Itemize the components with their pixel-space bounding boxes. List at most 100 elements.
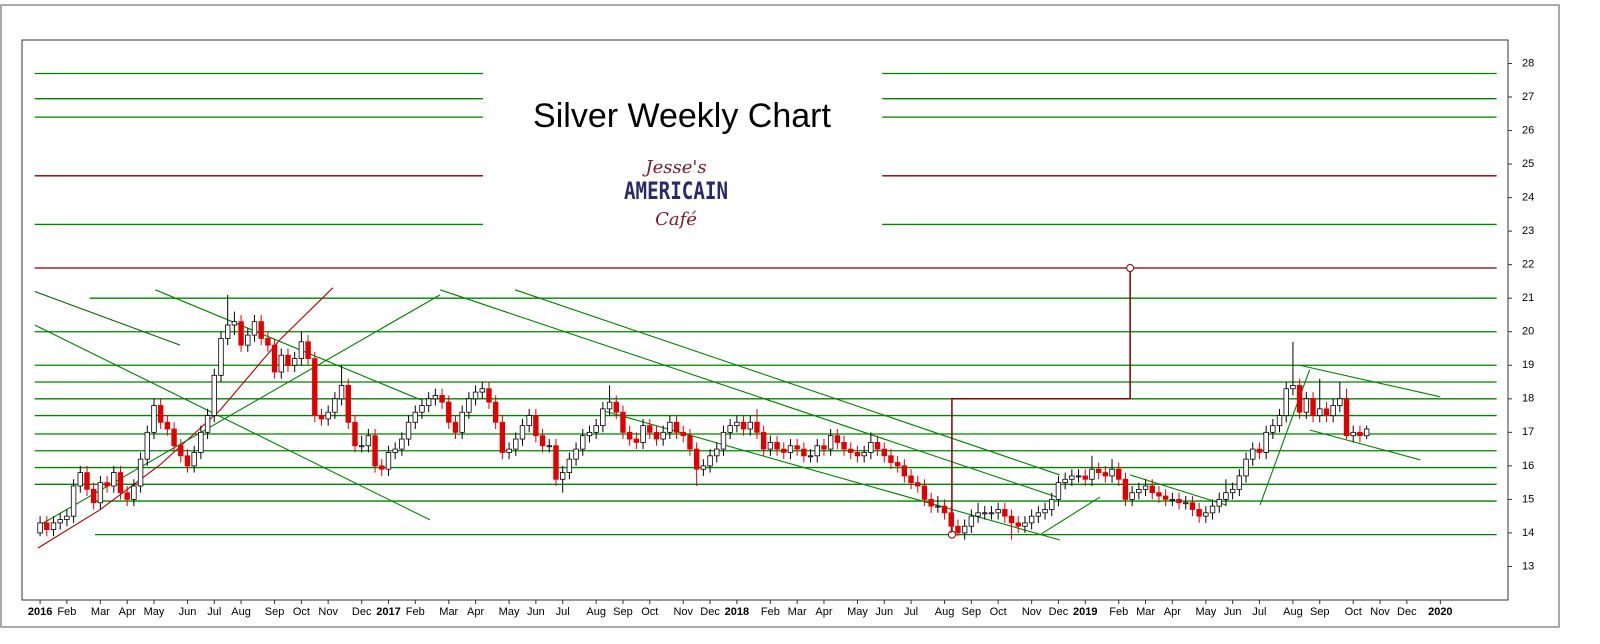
candle-body (1042, 509, 1048, 514)
candle-body (767, 441, 774, 450)
candle-body (171, 428, 177, 447)
candle-body (559, 472, 566, 480)
candle-body (178, 445, 184, 457)
trendline (34, 324, 431, 521)
plot-area (21, 39, 1509, 601)
candle-body (425, 398, 432, 406)
candle-body (1216, 499, 1222, 507)
candle-body (539, 435, 546, 447)
y-tick-label: 26 (1522, 124, 1534, 136)
candle-body (513, 438, 519, 450)
candle-body (1049, 499, 1055, 510)
candle-body (198, 431, 204, 453)
candle-body (111, 472, 117, 487)
candle-body (1276, 415, 1283, 427)
candle-body (37, 522, 43, 534)
x-tick-label: Oct (293, 606, 310, 618)
candle-body (1310, 398, 1316, 416)
x-tick-label: 2017 (376, 606, 400, 618)
candle-body (1169, 499, 1176, 501)
candle-body (821, 445, 827, 450)
candle-body (1109, 468, 1115, 477)
candle-body (519, 425, 526, 440)
x-tick-label: Mar (1136, 606, 1155, 618)
candle-body (714, 448, 720, 457)
candle-body (1363, 428, 1370, 437)
logo-line: Café (655, 209, 697, 230)
y-tick-label: 17 (1522, 426, 1534, 438)
x-tick-label: Dec (352, 606, 372, 618)
x-tick-label: Jul (1252, 606, 1266, 618)
y-tick-label: 28 (1522, 57, 1534, 69)
x-tick-label: Apr (1164, 606, 1181, 618)
candle-body (901, 465, 908, 477)
x-tick-label: Nov (318, 606, 338, 618)
candle-body (653, 431, 660, 440)
candle-body (935, 505, 941, 508)
trendline (37, 287, 334, 549)
candle-body (365, 435, 372, 447)
candle-body (1330, 405, 1336, 416)
x-tick-label: Aug (586, 606, 606, 618)
candle-body (184, 455, 191, 467)
candle-body (1283, 388, 1289, 416)
candle-body (1236, 475, 1243, 490)
candle-body (412, 411, 418, 423)
candle-body (1055, 482, 1062, 500)
candle-body (1183, 502, 1189, 505)
candle-body (1062, 478, 1068, 484)
x-tick-label: Jun (179, 606, 197, 618)
x-tick-label: Nov (1022, 606, 1042, 618)
candle-body (1082, 475, 1088, 480)
candle-body (1270, 425, 1276, 433)
x-tick-label: Dec (700, 606, 720, 618)
candle-body (117, 472, 124, 494)
candle-body (747, 421, 753, 430)
x-tick-label: May (144, 606, 165, 618)
candle-body (908, 475, 914, 484)
candle-body (1136, 488, 1142, 494)
candle-body (419, 405, 425, 413)
candle-body (499, 421, 506, 453)
candle-body (995, 509, 1001, 514)
candle-body (1189, 502, 1196, 510)
x-tick-label: Oct (990, 606, 1007, 618)
candle-body (573, 448, 579, 460)
candle-body (921, 485, 928, 500)
candle-body (553, 445, 559, 480)
trendline (1299, 364, 1441, 398)
candle-body (64, 515, 70, 520)
candle-body (1089, 468, 1095, 480)
candle-body (104, 482, 110, 487)
x-tick-label: May (499, 606, 520, 618)
candle-body (44, 522, 50, 530)
candle-body (97, 482, 104, 504)
candle-body (1028, 515, 1035, 524)
logo-line: AMERICAIN (624, 177, 728, 205)
candle-body (298, 341, 305, 359)
candle-body (894, 462, 901, 467)
candle-body (760, 431, 767, 450)
y-tick-label: 24 (1522, 192, 1534, 204)
x-tick-label: Aug (1283, 606, 1303, 618)
candle-body (379, 465, 385, 470)
candle-body (459, 411, 465, 433)
x-tick-label: Jun (1224, 606, 1242, 618)
candle-body (1350, 431, 1356, 437)
candle-body (854, 452, 861, 457)
candle-body (640, 425, 646, 443)
candle-body (312, 358, 318, 416)
y-tick-label: 25 (1522, 158, 1534, 170)
y-tick-label: 16 (1522, 460, 1534, 472)
candle-body (1343, 398, 1350, 437)
candle-body (915, 482, 921, 487)
candle-body (385, 452, 392, 470)
candle-body (1122, 478, 1129, 500)
logo: Jesse's AMERICAIN Café (624, 157, 728, 230)
candle-body (1229, 488, 1236, 494)
candle-body (667, 421, 673, 433)
candle-body (781, 448, 787, 453)
candle-body (1323, 408, 1330, 416)
candle-body (70, 485, 77, 517)
candle-body (1296, 384, 1303, 413)
